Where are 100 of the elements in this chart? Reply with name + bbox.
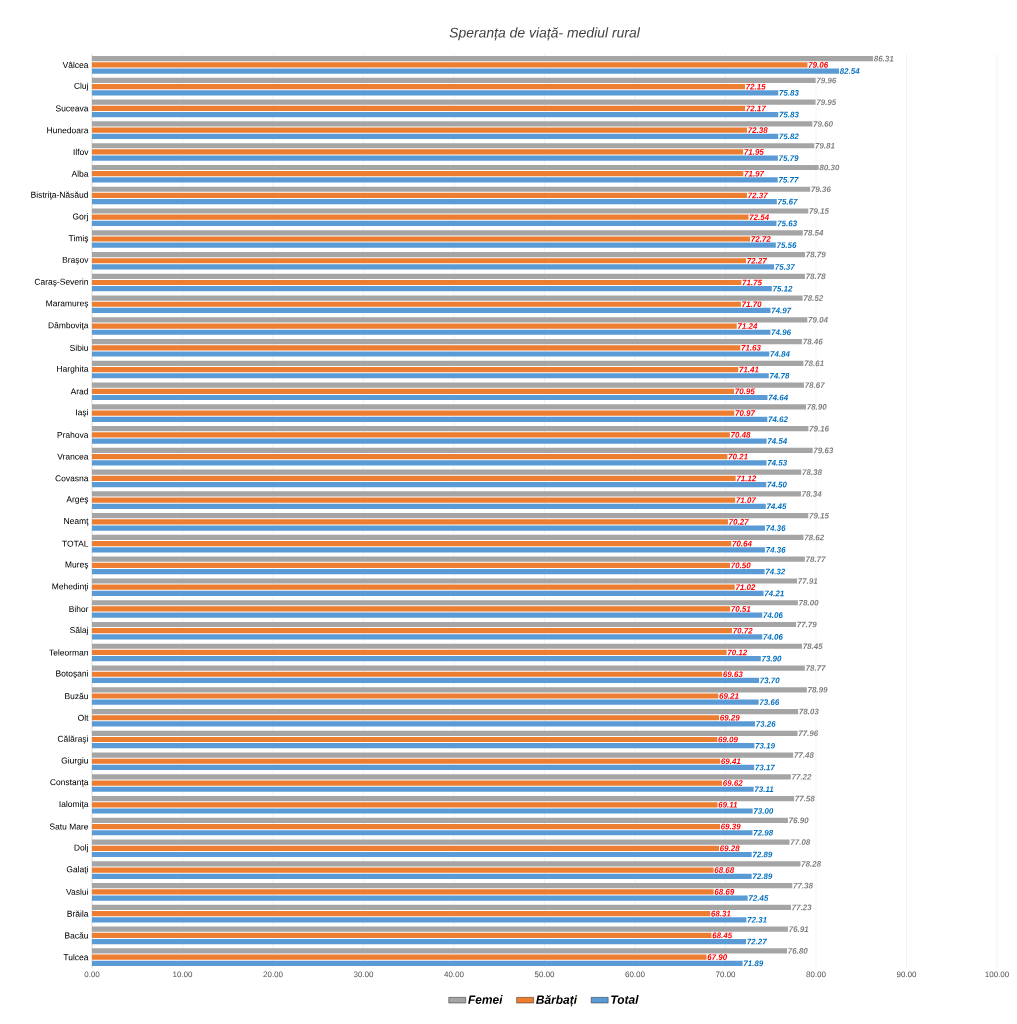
bar <box>92 251 806 258</box>
bar <box>92 758 721 764</box>
bar <box>92 475 736 481</box>
y-tick-label: Bihor <box>69 605 89 613</box>
bar <box>92 264 775 270</box>
bar <box>92 388 735 394</box>
bar <box>92 677 759 684</box>
y-tick-label: Caraş-Severin <box>34 278 88 287</box>
bar <box>92 382 804 388</box>
bar <box>92 513 809 519</box>
bar <box>92 143 815 149</box>
bar <box>92 426 809 432</box>
y-tick-label: Ialomiţa <box>59 800 89 809</box>
bar <box>92 693 719 699</box>
y-tick-label: Hunedoara <box>47 127 89 134</box>
bar <box>92 960 743 966</box>
bar <box>92 164 819 171</box>
bar <box>92 127 748 133</box>
bar <box>92 360 804 366</box>
bar <box>92 547 765 553</box>
y-tick-label: Vâlcea <box>62 61 89 68</box>
bar <box>92 904 791 911</box>
y-tick-label: Alba <box>71 170 89 177</box>
bar <box>92 643 802 649</box>
bar <box>92 926 789 932</box>
bar <box>92 743 755 749</box>
bar <box>92 519 728 525</box>
bar <box>92 192 747 199</box>
bar <box>92 236 751 242</box>
bar <box>92 802 718 808</box>
bar <box>92 121 813 127</box>
bar <box>92 721 756 727</box>
bar <box>92 149 744 155</box>
bar <box>92 171 744 177</box>
bar <box>92 796 795 802</box>
legend-label: Bărbați <box>536 995 578 1007</box>
bar <box>92 105 746 112</box>
bar <box>92 230 803 236</box>
bar <box>92 628 733 634</box>
bar <box>92 286 772 292</box>
bar <box>92 84 745 90</box>
bar <box>92 883 793 889</box>
y-tick-label: Buzău <box>65 692 88 700</box>
legend-label: Femei <box>468 995 503 1004</box>
y-tick-label: Gorj <box>72 213 88 222</box>
y-tick-label: Vrancea <box>57 453 89 460</box>
bar <box>92 214 749 220</box>
bar <box>92 917 747 923</box>
y-tick-label: TOTAL <box>62 540 89 547</box>
bar <box>92 497 736 503</box>
bar <box>92 830 753 836</box>
y-tick-label: Cluj <box>74 82 88 91</box>
y-tick-label: Sălaj <box>70 626 88 635</box>
bar <box>92 774 791 780</box>
bar <box>92 491 801 497</box>
bar <box>92 525 765 531</box>
bar <box>92 541 732 547</box>
y-tick-label: Covasna <box>55 475 89 482</box>
bar <box>92 366 739 373</box>
y-tick-label: Olt <box>78 714 89 721</box>
bar <box>92 323 737 329</box>
y-tick-label: Braşov <box>62 256 89 265</box>
bar <box>92 932 712 938</box>
bar <box>92 155 778 161</box>
bar <box>92 534 804 541</box>
bar <box>92 454 728 460</box>
y-tick-label: Neamţ <box>64 518 89 526</box>
y-tick-label: Prahova <box>57 431 89 438</box>
y-tick-label: Iaşi <box>76 409 88 418</box>
bar <box>92 394 768 401</box>
bar <box>92 556 805 562</box>
chart-title: Speranța de viață- mediul rural <box>449 27 641 41</box>
bar <box>92 823 720 830</box>
bar <box>92 590 764 596</box>
y-tick-label: Bacău <box>65 932 88 939</box>
bar <box>92 911 711 917</box>
bar <box>92 764 755 771</box>
bar <box>92 345 741 351</box>
bar <box>92 562 731 569</box>
bar <box>92 503 766 509</box>
bar <box>92 410 735 416</box>
bar <box>92 895 748 901</box>
bar <box>92 279 742 286</box>
bar <box>92 77 816 84</box>
bar <box>92 938 747 945</box>
bar <box>92 817 788 823</box>
y-tick-label: Giurgiu <box>61 757 88 766</box>
bar <box>92 606 731 612</box>
bar <box>92 873 752 879</box>
bar <box>92 948 788 954</box>
bar <box>92 665 805 671</box>
y-tick-label: Timiş <box>68 235 89 243</box>
bar <box>92 295 803 301</box>
bar <box>92 273 805 279</box>
legend-label: Total <box>611 995 639 1004</box>
bar <box>92 715 720 721</box>
bar <box>92 656 761 662</box>
bar <box>92 432 730 438</box>
bar <box>92 199 777 205</box>
y-tick-label: Mureş <box>65 561 89 570</box>
